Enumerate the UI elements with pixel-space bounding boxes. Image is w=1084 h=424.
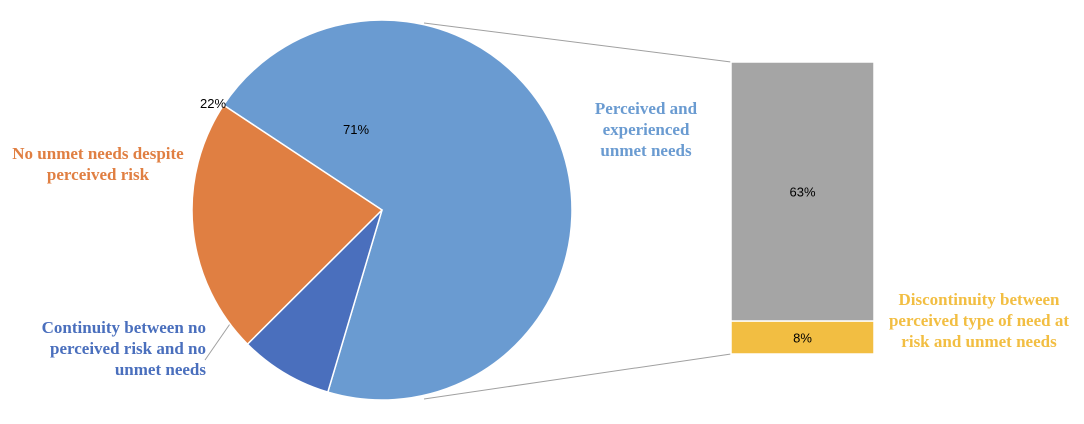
bar-data-label: 8% — [793, 331, 812, 346]
label-line: No unmet needs despite — [12, 144, 184, 163]
label-perceived-and-experienced: Perceived and experienced unmet needs — [571, 98, 721, 161]
connector-line-bottom — [423, 353, 732, 400]
pie-slice — [191, 104, 384, 346]
pie-data-label: 22% — [200, 96, 226, 111]
label-line: unmet needs — [114, 360, 206, 379]
label-line: perceived risk — [46, 165, 150, 184]
stacked-bar: 63% 8% — [730, 61, 875, 355]
label-line: unmet needs — [600, 141, 692, 160]
bar-segment — [730, 320, 875, 355]
label-line: Continuity between no — [41, 318, 206, 337]
pie-data-label: 71% — [343, 122, 369, 137]
pie: 71%8%22% — [191, 19, 573, 401]
label-line: Perceived and — [594, 99, 698, 118]
bar-data-label: 63% — [789, 185, 815, 200]
bar-segment — [730, 61, 875, 322]
label-line: perceived type of need at — [888, 311, 1070, 330]
label-no-unmet-needs: No unmet needs despite perceived risk — [2, 143, 194, 185]
label-line: perceived risk and no — [49, 339, 206, 358]
continuity-leader-line — [204, 320, 233, 361]
connector-line-top — [423, 22, 732, 63]
label-discontinuity: Discontinuity between perceived type of … — [876, 289, 1082, 352]
pie-slice — [246, 209, 383, 394]
label-continuity: Continuity between no perceived risk and… — [18, 317, 206, 380]
label-line: risk and unmet needs — [901, 332, 1057, 351]
label-line: Discontinuity between — [898, 290, 1060, 309]
pie-slice — [222, 19, 573, 401]
label-line: experienced — [602, 120, 690, 139]
